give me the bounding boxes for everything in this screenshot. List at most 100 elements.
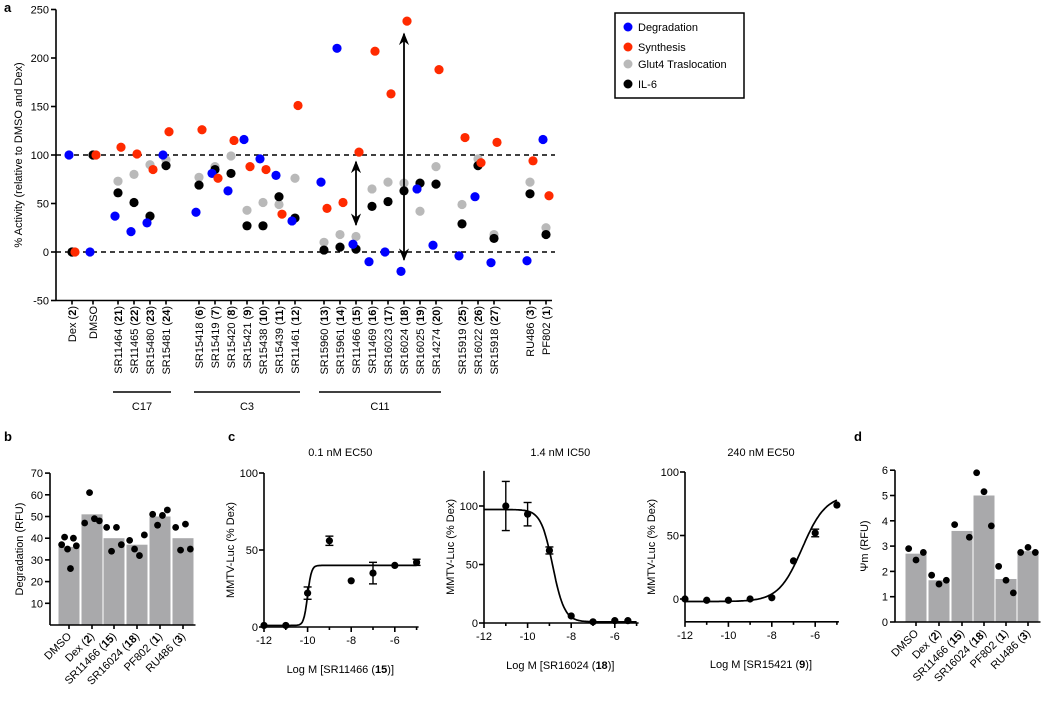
x-tick-label: SR15919 (25) bbox=[457, 306, 469, 375]
point-syn bbox=[528, 156, 538, 166]
label-name: SR16025 bbox=[415, 329, 427, 375]
point-il6 bbox=[194, 180, 204, 190]
label-name: SR15961 bbox=[335, 329, 347, 375]
data-point bbox=[64, 545, 71, 553]
y-tick-label: 100 bbox=[31, 150, 49, 162]
x-axis-label-pre: Log M [SR16024 ( bbox=[506, 660, 596, 672]
y-tick-label: 6 bbox=[882, 465, 888, 477]
point-deg bbox=[348, 239, 358, 249]
label-name: SR15438 bbox=[258, 329, 270, 375]
bar bbox=[951, 530, 973, 622]
x-tick-label: SR16025 (19) bbox=[415, 306, 427, 375]
data-point bbox=[724, 596, 733, 604]
x-tick-label: SR15961 (14) bbox=[335, 306, 347, 375]
data-point bbox=[103, 523, 111, 531]
label-paren: ( bbox=[335, 322, 347, 329]
point-deg bbox=[142, 218, 152, 228]
label-name: SR15960 bbox=[319, 329, 331, 375]
x-tick-label: SR14274 (20) bbox=[431, 306, 443, 375]
data-point bbox=[86, 489, 93, 497]
point-deg bbox=[287, 216, 297, 226]
x-tick-label: -12 bbox=[476, 631, 492, 643]
y-tick-label: 10 bbox=[31, 598, 43, 610]
label-number: 15 bbox=[351, 310, 363, 322]
point-glut4 bbox=[525, 177, 535, 187]
label-number: 19 bbox=[415, 310, 427, 322]
label-paren: ( bbox=[367, 322, 379, 329]
label-paren: ) bbox=[290, 306, 302, 310]
point-deg bbox=[396, 266, 406, 276]
label-number: 23 bbox=[145, 310, 157, 322]
data-point bbox=[919, 549, 927, 556]
data-point bbox=[140, 531, 148, 539]
data-point bbox=[995, 562, 1003, 570]
x-tick-label: SR11461 (12) bbox=[290, 306, 302, 374]
point-deg bbox=[454, 251, 464, 261]
y-tick-label: 60 bbox=[31, 490, 43, 502]
group-label: C11 bbox=[370, 401, 389, 413]
label-paren: ( bbox=[67, 315, 79, 322]
point-glut4 bbox=[351, 231, 361, 242]
data-point bbox=[951, 521, 959, 528]
y-tick-label: 100 bbox=[661, 467, 679, 479]
label-name: SR15919 bbox=[457, 329, 469, 375]
x-tick-label: RU486 (3) bbox=[525, 306, 537, 357]
data-point bbox=[973, 469, 981, 477]
bar bbox=[149, 516, 171, 625]
point-syn bbox=[213, 173, 223, 183]
y-tick-label: 50 bbox=[37, 199, 49, 211]
point-il6 bbox=[457, 219, 467, 229]
label-name: SR11469 bbox=[367, 329, 379, 374]
y-tick-label: -50 bbox=[33, 296, 49, 308]
data-point bbox=[624, 617, 632, 625]
panel-label-d: d bbox=[854, 429, 862, 444]
legend bbox=[614, 12, 745, 99]
point-il6 bbox=[113, 188, 123, 198]
y-tick-label: 0 bbox=[882, 617, 888, 629]
data-point bbox=[811, 529, 819, 537]
x-tick-label: -8 bbox=[346, 635, 356, 647]
label-paren: ) bbox=[541, 306, 553, 310]
y-tick-label: 3 bbox=[882, 541, 888, 553]
x-tick-label: PF802 (1) bbox=[541, 306, 553, 355]
data-point bbox=[182, 520, 189, 528]
point-deg bbox=[64, 150, 74, 160]
point-il6 bbox=[274, 192, 284, 202]
label-paren: ) bbox=[131, 631, 142, 642]
data-point bbox=[502, 502, 510, 510]
legend-label: Synthesis bbox=[638, 42, 686, 54]
label-paren: ( bbox=[473, 322, 485, 329]
label-paren: ) bbox=[129, 306, 141, 310]
label-paren: ) bbox=[335, 306, 347, 310]
x-tick-label: -6 bbox=[390, 635, 400, 647]
label-paren: ( bbox=[210, 315, 222, 322]
label-paren: ( bbox=[113, 322, 125, 329]
point-il6 bbox=[226, 168, 236, 179]
point-syn bbox=[70, 247, 80, 257]
label-paren: ) bbox=[194, 306, 206, 310]
label-name: SR14274 bbox=[431, 329, 443, 375]
data-point bbox=[768, 594, 776, 602]
data-point bbox=[833, 501, 841, 509]
legend-marker-il6 bbox=[623, 79, 633, 89]
point-il6 bbox=[242, 221, 252, 231]
x-tick-label: -6 bbox=[610, 631, 620, 643]
label-number: 9 bbox=[242, 310, 254, 316]
x-tick-label: SR15481 (24) bbox=[161, 306, 173, 375]
point-syn bbox=[322, 203, 332, 213]
point-il6 bbox=[367, 201, 377, 212]
point-il6 bbox=[319, 245, 329, 255]
data-point bbox=[524, 510, 532, 518]
data-point bbox=[369, 569, 377, 577]
point-glut4 bbox=[242, 205, 252, 215]
y-tick-label: 150 bbox=[31, 102, 49, 114]
x-tick-label: SR15438 (10) bbox=[258, 306, 270, 375]
x-tick-label: SR15419 (7) bbox=[210, 306, 222, 368]
data-point bbox=[113, 523, 120, 531]
data-point bbox=[789, 557, 798, 565]
point-glut4 bbox=[319, 237, 329, 247]
label-paren: ) bbox=[67, 306, 79, 310]
x-tick-label: SR16024 (18) bbox=[399, 306, 411, 375]
label-paren: ) bbox=[978, 628, 989, 639]
